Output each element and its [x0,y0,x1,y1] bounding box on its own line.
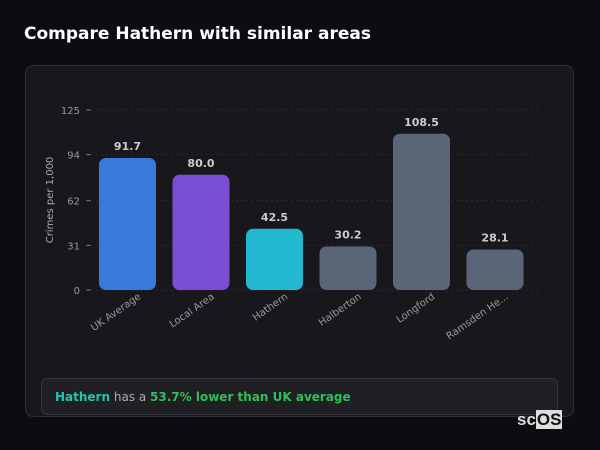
bar-value-label: 30.2 [334,229,361,242]
summary-comparison: 53.7% lower than UK average [150,390,351,404]
bar [172,174,230,290]
scos-logo: scOS [517,410,563,429]
bar-value-label: 28.1 [481,232,508,245]
y-axis-label: Crimes per 1,000 [45,157,56,244]
y-tick-label: 0 [74,286,80,297]
page-title: Compare Hathern with similar areas [24,24,371,44]
bar [466,249,524,290]
summary-area: Hathern [55,390,111,404]
y-tick-label: 125 [61,106,80,117]
bar-value-label: 42.5 [261,211,288,224]
x-tick-label: Hathern [251,291,290,323]
bar-value-label: 108.5 [404,116,439,129]
x-tick-label: Halberton [317,291,364,328]
y-tick-label: 94 [67,151,80,162]
y-tick-label: 62 [67,197,80,208]
summary-box: Hathern has a 53.7% lower than UK averag… [41,378,558,415]
bar [99,157,156,290]
x-tick-label: UK Average [89,291,143,333]
summary-connector: has a [110,390,151,404]
bar-value-label: 80.0 [187,157,214,170]
bar [246,228,303,290]
y-tick-label: 31 [67,241,80,252]
x-tick-label: Ramsden He... [445,291,511,342]
x-tick-label: Local Area [168,291,217,330]
bar [393,133,450,290]
x-tick-label: Longford [395,291,437,325]
bar [319,246,377,290]
bar-value-label: 91.7 [114,140,141,153]
